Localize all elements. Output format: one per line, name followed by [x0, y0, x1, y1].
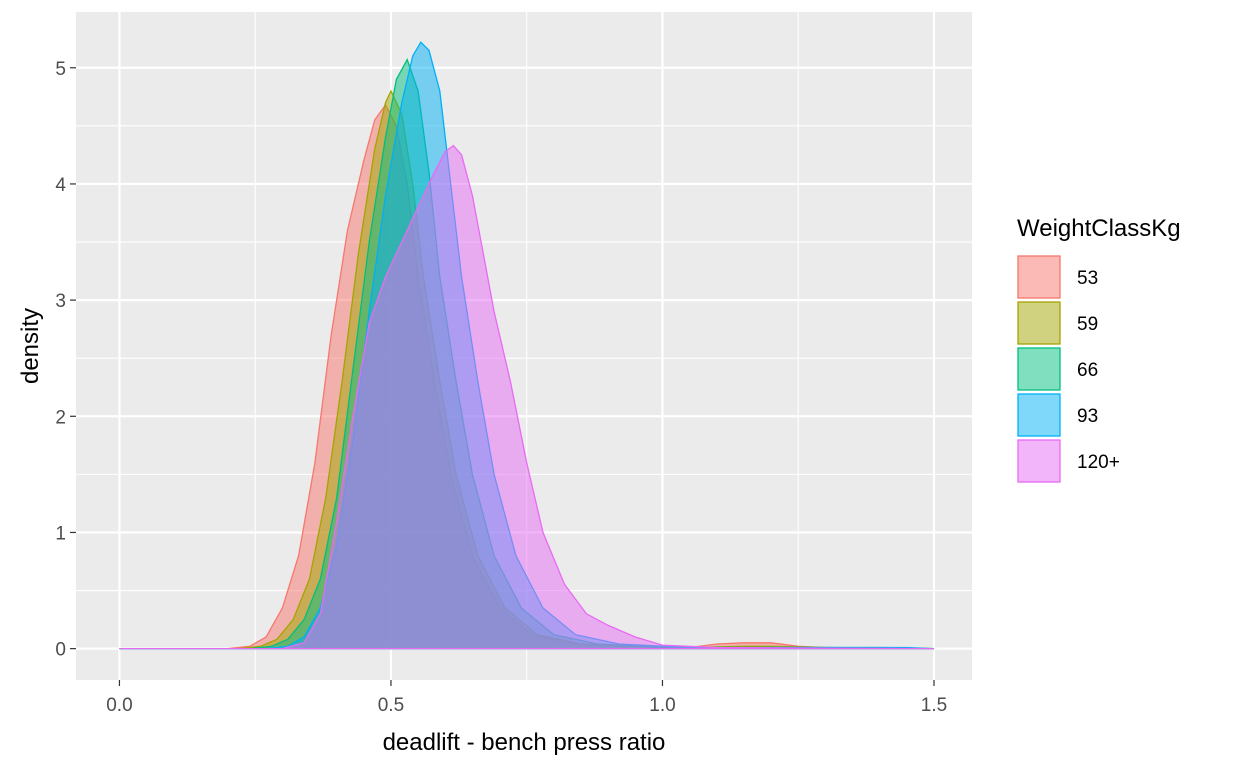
y-tick-label: 3: [55, 291, 66, 312]
y-tick-label: 1: [55, 523, 66, 544]
y-axis-title: density: [17, 308, 44, 384]
legend-label: 66: [1077, 360, 1098, 381]
y-tick-label: 4: [55, 175, 66, 196]
legend-key: [1017, 255, 1061, 299]
y-axis: 0 1 2 3 4 5: [55, 59, 76, 661]
legend: WeightClassKg 53 59 66 93 120+: [1017, 215, 1181, 483]
legend-title: WeightClassKg: [1017, 215, 1181, 242]
y-tick-label: 0: [55, 640, 66, 661]
legend-key: [1017, 439, 1061, 483]
y-tick-label: 5: [55, 59, 66, 80]
x-axis-title: deadlift - bench press ratio: [383, 729, 666, 756]
legend-key: [1017, 393, 1061, 437]
x-tick-label: 1.5: [921, 695, 947, 716]
legend-label: 53: [1077, 268, 1098, 289]
y-tick-label: 2: [55, 407, 66, 428]
legend-key: [1017, 347, 1061, 391]
legend-label: 120+: [1077, 452, 1120, 473]
x-tick-label: 1.0: [649, 695, 675, 716]
legend-label: 59: [1077, 314, 1098, 335]
x-tick-label: 0.5: [378, 695, 404, 716]
legend-label: 93: [1077, 406, 1098, 427]
x-axis: 0.0 0.5 1.0 1.5: [106, 680, 947, 716]
legend-key: [1017, 301, 1061, 345]
density-area-120plus: [119, 144, 935, 650]
density-areas: [119, 41, 935, 650]
x-tick-label: 0.0: [106, 695, 132, 716]
